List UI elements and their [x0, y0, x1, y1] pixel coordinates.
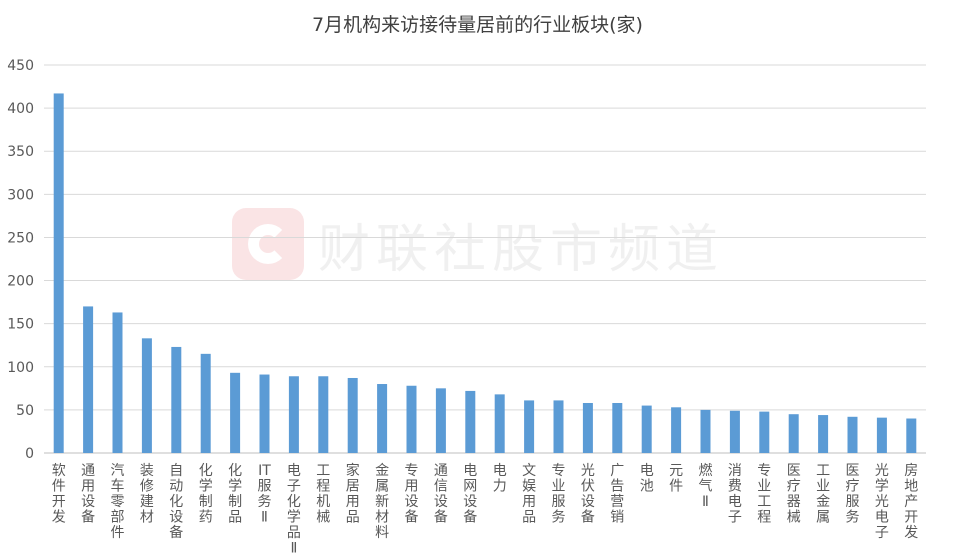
bar — [818, 415, 829, 453]
x-tick-label: 汽车零部件 — [111, 463, 125, 541]
bar — [788, 414, 799, 453]
x-tick-label: 专用设备 — [405, 463, 419, 526]
x-tick-label: 自动化设备 — [169, 463, 183, 541]
y-tick-label: 50 — [16, 403, 34, 419]
bar — [435, 388, 446, 453]
bar — [729, 410, 740, 453]
bar — [288, 376, 299, 453]
x-tick-label: 电力 — [493, 463, 507, 495]
bar — [377, 384, 388, 453]
y-tick-label: 300 — [7, 187, 34, 203]
bar — [582, 402, 593, 453]
x-tick-label: 广告营销 — [610, 463, 624, 526]
y-tick-label: 100 — [7, 360, 34, 376]
x-tick-label: 化学制药 — [199, 463, 213, 526]
bar — [259, 374, 270, 453]
x-tick-label: 电网设备 — [463, 463, 477, 526]
x-tick-label: 电池 — [640, 463, 654, 495]
y-tick-label: 350 — [7, 144, 34, 160]
bar — [700, 409, 711, 453]
bar — [553, 400, 564, 453]
x-tick-label: IT 服务 Ⅱ — [258, 463, 272, 526]
y-tick-label: 450 — [7, 58, 34, 74]
x-tick-label: 化学制品 — [228, 463, 242, 526]
x-tick-label: 软件开发 — [52, 463, 66, 526]
x-tick-label: 元件 — [669, 463, 683, 495]
y-tick-label: 250 — [7, 230, 34, 246]
chart-title: 7月机构来访接待量居前的行业板块(家) — [312, 14, 643, 36]
bar — [494, 394, 505, 453]
bar — [83, 306, 94, 453]
x-tick-label: 工业金属 — [816, 463, 830, 526]
x-tick-label: 消费电子 — [728, 463, 742, 526]
bar — [524, 400, 535, 453]
bar — [612, 402, 623, 453]
x-tick-label: 家居用品 — [346, 462, 360, 526]
x-tick-label: 光学光电子 — [875, 463, 889, 541]
bar — [141, 338, 152, 453]
bar — [200, 353, 211, 453]
x-tick-label: 金属新材料 — [375, 463, 389, 541]
x-tick-label: 房地产开发 — [904, 463, 918, 541]
bar — [906, 418, 917, 453]
bar — [112, 312, 123, 453]
watermark: 财联社股市频道 — [232, 206, 792, 282]
x-tick-label: 光伏设备 — [581, 463, 595, 526]
bar — [318, 376, 329, 453]
bar — [406, 385, 417, 453]
y-tick-label: 400 — [7, 101, 34, 117]
bar — [171, 346, 182, 453]
x-tick-label: 医疗服务 — [846, 463, 860, 526]
x-tick-label: 医疗器械 — [787, 463, 801, 526]
bar — [465, 390, 476, 453]
x-tick-label: 装修建材 — [140, 463, 154, 526]
x-tick-label: 文娱用品 — [522, 463, 536, 526]
watermark-logo-icon — [232, 208, 304, 280]
bar — [876, 417, 887, 453]
bar — [230, 372, 241, 453]
watermark-text: 财联社股市频道 — [318, 219, 725, 280]
bar — [671, 407, 682, 453]
bar — [53, 93, 64, 453]
bar — [759, 411, 770, 453]
x-tick-label: 通用设备 — [81, 463, 95, 526]
x-tick-label: 通信设备 — [434, 463, 448, 526]
y-tick-label: 150 — [7, 317, 34, 333]
x-tick-label: 燃气 Ⅱ — [699, 462, 713, 510]
bar — [847, 416, 858, 453]
bar — [347, 377, 358, 453]
x-tick-label: 工程机械 — [316, 463, 330, 526]
x-tick-label: 专业工程 — [757, 463, 771, 526]
x-tick-label: 电子化学品 Ⅱ — [287, 463, 301, 557]
y-tick-label: 0 — [25, 446, 34, 462]
y-tick-label: 200 — [7, 274, 34, 290]
bar — [641, 405, 652, 453]
x-tick-label: 专业服务 — [552, 463, 566, 526]
